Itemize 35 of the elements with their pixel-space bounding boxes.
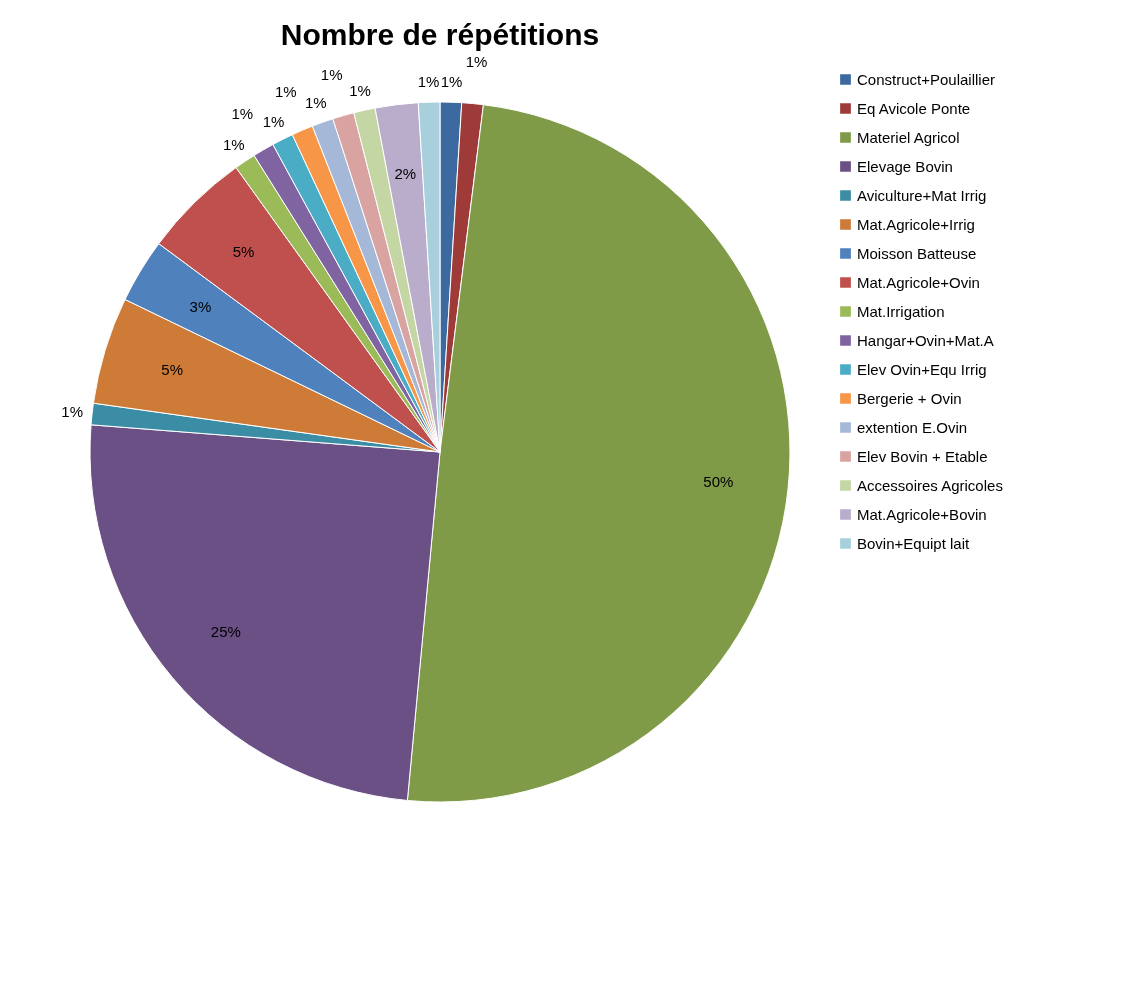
data-label: 1% <box>320 66 343 84</box>
data-label: 2% <box>394 165 417 183</box>
data-label: 1% <box>465 52 488 70</box>
legend-label: Accessoires Agricoles <box>857 476 1003 494</box>
legend-label: Elev Bovin + Etable <box>857 447 988 465</box>
legend-label: Bovin+Equipt lait <box>857 534 970 552</box>
data-label: 1% <box>231 104 254 122</box>
data-label: 5% <box>161 361 183 379</box>
data-label: 25% <box>210 623 241 641</box>
data-label: 1% <box>61 402 84 420</box>
legend-label: Hangar+Ovin+Mat.A <box>857 331 994 349</box>
legend-label: Elev Ovin+Equ Irrig <box>857 360 987 378</box>
legend-label: Bergerie + Ovin <box>857 389 962 407</box>
legend-label: Mat.Irrigation <box>857 302 945 320</box>
legend-label: extention E.Ovin <box>857 418 968 436</box>
data-label: 5% <box>232 243 255 261</box>
chart-title: Nombre de répétitions <box>280 17 600 51</box>
data-label: 1% <box>417 73 440 91</box>
data-label: 50% <box>703 473 734 491</box>
data-label: 1% <box>440 73 463 91</box>
legend-label: Mat.Agricole+Ovin <box>857 273 980 291</box>
legend-label: Moisson Batteuse <box>857 244 977 262</box>
legend-label: Mat.Agricole+Irrig <box>857 215 975 233</box>
legend-label: Mat.Agricole+Bovin <box>857 505 987 523</box>
legend-label: Construct+Poulaillier <box>857 70 995 88</box>
data-label: 1% <box>274 82 297 100</box>
legend-label: Eq Avicole Ponte <box>857 99 971 117</box>
data-label: 1% <box>262 112 285 130</box>
data-label: 1% <box>349 81 371 99</box>
legend-label: Elevage Bovin <box>857 157 953 175</box>
legend-label: Aviculture+Mat Irrig <box>857 186 987 204</box>
legend-label: Materiel Agricol <box>857 128 960 146</box>
data-label: 1% <box>223 135 245 153</box>
data-label: 1% <box>305 94 327 112</box>
data-label: 3% <box>189 298 212 315</box>
